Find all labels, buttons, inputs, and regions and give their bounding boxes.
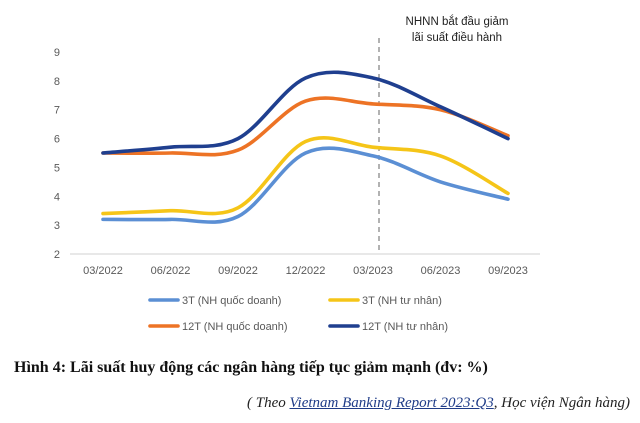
x-tick-label: 06/2022 — [151, 265, 191, 277]
figure-caption: Hình 4: Lãi suất huy động các ngân hàng … — [14, 359, 488, 376]
legend-label: 3T (NH quốc doanh) — [182, 295, 281, 307]
series-line-1 — [101, 146, 510, 224]
series-lines — [101, 70, 510, 224]
y-tick-label: 9 — [54, 47, 60, 59]
x-tick-label: 09/2023 — [488, 265, 528, 277]
y-tick-label: 4 — [54, 191, 60, 203]
source-note: ( Theo Vietnam Banking Report 2023:Q3, H… — [247, 395, 630, 412]
x-axis: 03/2022 06/2022 09/2022 12/2022 03/2023 06/20… — [83, 265, 528, 277]
annotation-line-1: NHNN bắt đầu giảm — [406, 15, 509, 28]
x-tick-label: 12/2022 — [286, 265, 326, 277]
y-tick-label: 5 — [54, 162, 60, 174]
x-tick-label: 03/2022 — [83, 265, 123, 277]
y-tick-label: 8 — [54, 76, 60, 88]
y-tick-label: 3 — [54, 220, 60, 232]
legend-label: 12T (NH tư nhân) — [362, 321, 448, 333]
y-tick-label: 2 — [54, 249, 60, 261]
series-line-2 — [101, 136, 510, 216]
y-tick-label: 6 — [54, 134, 60, 146]
y-tick-label: 7 — [54, 105, 60, 117]
x-tick-label: 09/2022 — [218, 265, 258, 277]
source-prefix: ( Theo — [247, 395, 290, 411]
y-axis: 2 3 4 5 6 7 8 9 — [54, 47, 60, 261]
source-link[interactable]: Vietnam Banking Report 2023:Q3 — [289, 395, 494, 411]
series-line-3 — [101, 96, 510, 157]
source-suffix: , Học viện Ngân hàng) — [493, 395, 630, 411]
legend: 3T (NH quốc doanh) 3T (NH tư nhân) 12T (NH… — [148, 295, 448, 333]
series-line-4 — [101, 70, 510, 155]
annotation-line-2: lãi suất điều hành — [412, 32, 502, 44]
legend-label: 3T (NH tư nhân) — [362, 295, 442, 307]
legend-label: 12T (NH quốc doanh) — [182, 321, 288, 333]
x-tick-label: 06/2023 — [421, 265, 461, 277]
x-tick-label: 03/2023 — [353, 265, 393, 277]
